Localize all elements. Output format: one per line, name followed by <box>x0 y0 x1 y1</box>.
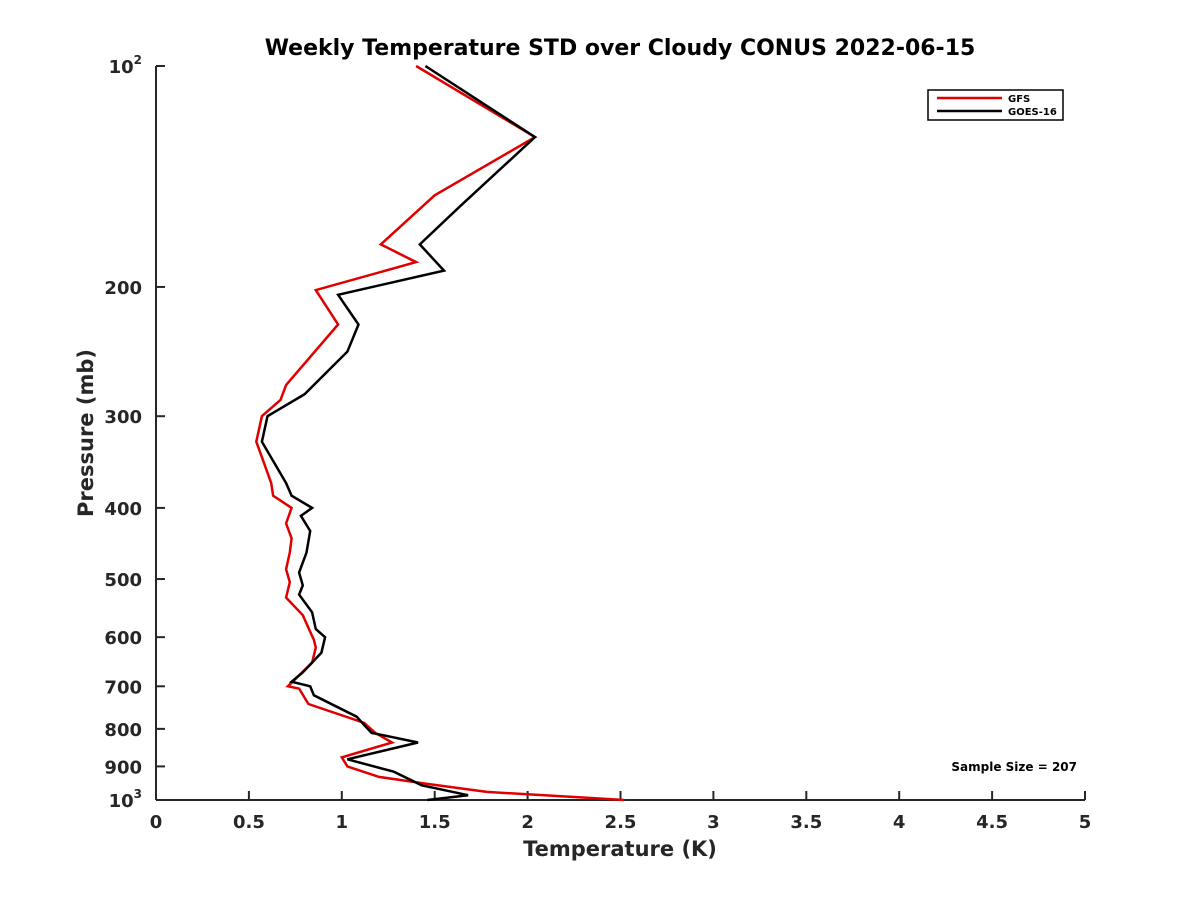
series-line-gfs <box>255 64 625 802</box>
x-tick-label: 0 <box>150 812 163 833</box>
x-tick-label: 2.5 <box>605 812 637 833</box>
y-axis-label: Pressure (mb) <box>74 349 98 517</box>
legend-label-goes16: GOES-16 <box>1008 107 1057 118</box>
y-tick-label: 600 <box>104 628 142 649</box>
y-tick-label: 900 <box>104 757 142 778</box>
x-tick-label: 5 <box>1079 812 1092 833</box>
x-tick-label: 0.5 <box>233 812 265 833</box>
legend: GFS GOES-16 <box>927 89 1064 121</box>
y-tick-label: 102 <box>109 53 142 78</box>
x-tick-label: 1 <box>336 812 349 833</box>
x-tick-label: 1.5 <box>419 812 451 833</box>
series-line-goes16 <box>260 64 538 802</box>
y-tick-label: 800 <box>104 720 142 741</box>
legend-box <box>927 89 1064 121</box>
sample-size-annotation: Sample Size = 207 <box>951 760 1077 774</box>
x-axis-label: Temperature (K) <box>523 837 717 861</box>
x-tick-label: 2 <box>521 812 534 833</box>
chart-title: Weekly Temperature STD over Cloudy CONUS… <box>265 36 976 61</box>
legend-label-gfs: GFS <box>1008 94 1030 105</box>
series-group <box>255 64 625 802</box>
x-tick-label: 4 <box>893 812 906 833</box>
x-tick-label: 3 <box>707 812 720 833</box>
axes <box>155 65 1086 801</box>
y-tick-label: 200 <box>104 278 142 299</box>
y-tick-label: 400 <box>104 499 142 520</box>
y-tick-label: 500 <box>104 570 142 591</box>
x-tick-label: 3.5 <box>790 812 822 833</box>
x-tick-label: 4.5 <box>976 812 1008 833</box>
y-tick-label: 700 <box>104 677 142 698</box>
y-tick-label: 300 <box>104 407 142 428</box>
tick-labels: 0 0.5 1 1.5 2 2.5 3 3.5 4 4.5 5 102 200 300 400 500 600 7… <box>104 53 1091 833</box>
y-tick-label: 103 <box>109 787 142 812</box>
